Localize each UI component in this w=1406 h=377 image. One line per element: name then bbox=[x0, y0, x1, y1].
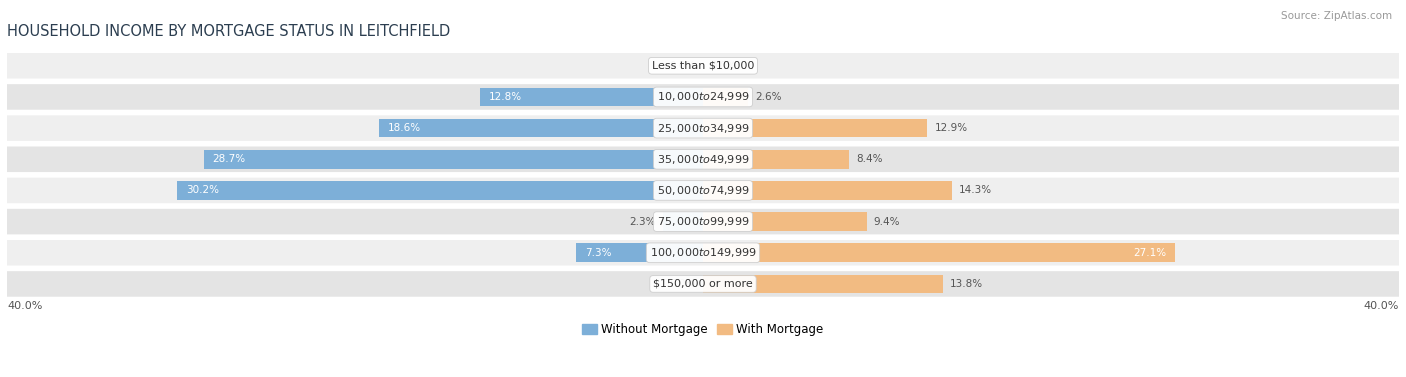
FancyBboxPatch shape bbox=[7, 240, 1399, 265]
Bar bbox=[703, 244, 1174, 262]
Text: 18.6%: 18.6% bbox=[388, 123, 422, 133]
Bar bbox=[481, 87, 703, 106]
Bar bbox=[703, 181, 952, 200]
FancyBboxPatch shape bbox=[7, 115, 1399, 141]
FancyBboxPatch shape bbox=[7, 53, 1399, 78]
Legend: Without Mortgage, With Mortgage: Without Mortgage, With Mortgage bbox=[578, 318, 828, 341]
FancyBboxPatch shape bbox=[7, 147, 1399, 172]
Text: 30.2%: 30.2% bbox=[186, 185, 219, 195]
Text: 27.1%: 27.1% bbox=[1133, 248, 1166, 258]
Text: 2.6%: 2.6% bbox=[755, 92, 782, 102]
Text: Source: ZipAtlas.com: Source: ZipAtlas.com bbox=[1281, 11, 1392, 21]
FancyBboxPatch shape bbox=[7, 84, 1399, 110]
Text: Less than $10,000: Less than $10,000 bbox=[652, 61, 754, 71]
Bar bbox=[576, 244, 703, 262]
FancyBboxPatch shape bbox=[7, 178, 1399, 203]
Bar bbox=[380, 119, 703, 138]
Bar bbox=[664, 212, 703, 231]
Text: 2.3%: 2.3% bbox=[630, 217, 657, 227]
Text: 12.9%: 12.9% bbox=[935, 123, 967, 133]
Text: $50,000 to $74,999: $50,000 to $74,999 bbox=[657, 184, 749, 197]
Text: 14.3%: 14.3% bbox=[959, 185, 991, 195]
Bar bbox=[703, 150, 849, 169]
Text: 0.0%: 0.0% bbox=[669, 61, 696, 71]
Text: 9.4%: 9.4% bbox=[873, 217, 900, 227]
Bar bbox=[703, 274, 943, 293]
FancyBboxPatch shape bbox=[7, 271, 1399, 297]
Text: 0.0%: 0.0% bbox=[710, 61, 737, 71]
Text: $35,000 to $49,999: $35,000 to $49,999 bbox=[657, 153, 749, 166]
Text: $75,000 to $99,999: $75,000 to $99,999 bbox=[657, 215, 749, 228]
Text: $25,000 to $34,999: $25,000 to $34,999 bbox=[657, 122, 749, 135]
Text: 40.0%: 40.0% bbox=[7, 301, 42, 311]
Bar bbox=[204, 150, 703, 169]
Text: 0.0%: 0.0% bbox=[669, 279, 696, 289]
Text: 8.4%: 8.4% bbox=[856, 154, 883, 164]
Text: 7.3%: 7.3% bbox=[585, 248, 612, 258]
Text: 28.7%: 28.7% bbox=[212, 154, 246, 164]
Text: $150,000 or more: $150,000 or more bbox=[654, 279, 752, 289]
Bar bbox=[177, 181, 703, 200]
Bar bbox=[703, 119, 928, 138]
Text: 13.8%: 13.8% bbox=[950, 279, 983, 289]
Bar bbox=[703, 212, 866, 231]
FancyBboxPatch shape bbox=[7, 209, 1399, 234]
Text: HOUSEHOLD INCOME BY MORTGAGE STATUS IN LEITCHFIELD: HOUSEHOLD INCOME BY MORTGAGE STATUS IN L… bbox=[7, 23, 450, 38]
Bar bbox=[703, 87, 748, 106]
Text: $10,000 to $24,999: $10,000 to $24,999 bbox=[657, 90, 749, 103]
Text: 40.0%: 40.0% bbox=[1364, 301, 1399, 311]
Text: $100,000 to $149,999: $100,000 to $149,999 bbox=[650, 246, 756, 259]
Text: 12.8%: 12.8% bbox=[489, 92, 522, 102]
